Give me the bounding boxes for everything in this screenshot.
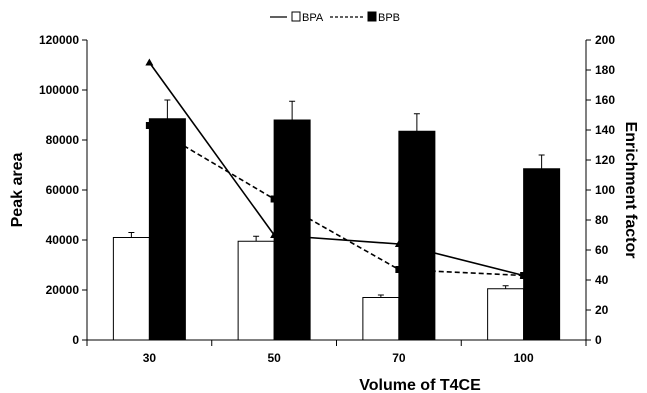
y2-tick-label: 200	[595, 33, 615, 47]
legend-label-bpa: BPA	[302, 12, 324, 24]
y-axis-title: Peak area	[9, 153, 26, 228]
y-tick-label: 80000	[46, 133, 80, 147]
legend-swatch-bpb	[367, 11, 377, 22]
marker-bpb	[395, 266, 403, 273]
y2-tick-label: 160	[595, 93, 615, 107]
x-tick-label: 30	[143, 351, 157, 365]
bar-bpb	[523, 168, 561, 341]
ticks: 0 20000 40000 60000 80000 100000 120000 0 20 40 60…	[39, 33, 615, 365]
bar-bpb	[148, 118, 186, 341]
line-bpa-enrichment	[148, 62, 524, 277]
bar-bpa	[487, 288, 525, 341]
y2-axis-title: Enrichment factor	[622, 122, 639, 259]
line-bpb-enrichment	[148, 124, 524, 277]
y2-tick-label: 40	[595, 273, 609, 287]
y2-tick-label: 60	[595, 243, 609, 257]
y2-tick-label: 0	[595, 333, 602, 347]
bar-bpa	[362, 297, 400, 341]
y2-tick-label: 180	[595, 63, 615, 77]
bar-bpb	[398, 130, 436, 341]
y2-tick-label: 20	[595, 303, 609, 317]
y-tick-label: 40000	[46, 233, 80, 247]
marker-bpa	[145, 58, 154, 66]
marker-bpb	[145, 122, 153, 129]
x-tick-label: 100	[514, 351, 534, 365]
y-tick-label: 100000	[39, 83, 79, 97]
y2-tick-label: 100	[595, 183, 615, 197]
y-tick-label: 0	[72, 333, 79, 347]
y-tick-label: 120000	[39, 33, 79, 47]
bar-bpb	[273, 119, 311, 341]
legend-label-bpb: BPB	[378, 12, 400, 24]
marker-bpa	[270, 231, 279, 238]
legend: BPA BPB	[270, 11, 400, 24]
lines	[145, 58, 528, 279]
x-tick-label: 50	[267, 351, 281, 365]
y-tick-label: 60000	[46, 183, 80, 197]
bars	[112, 99, 561, 341]
legend-swatch-bpa	[291, 11, 301, 22]
marker-bpa	[394, 240, 403, 247]
y2-tick-label: 140	[595, 123, 615, 137]
y2-tick-label: 120	[595, 153, 615, 167]
marker-bpb	[520, 272, 528, 279]
x-axis-title: Volume of T4CE	[359, 377, 481, 393]
y2-tick-label: 80	[595, 213, 609, 227]
marker-bpb	[270, 195, 278, 203]
x-tick-label: 70	[392, 351, 406, 365]
bar-bpa	[112, 237, 150, 341]
bar-bpa	[237, 240, 275, 341]
y-tick-label: 20000	[46, 283, 80, 297]
